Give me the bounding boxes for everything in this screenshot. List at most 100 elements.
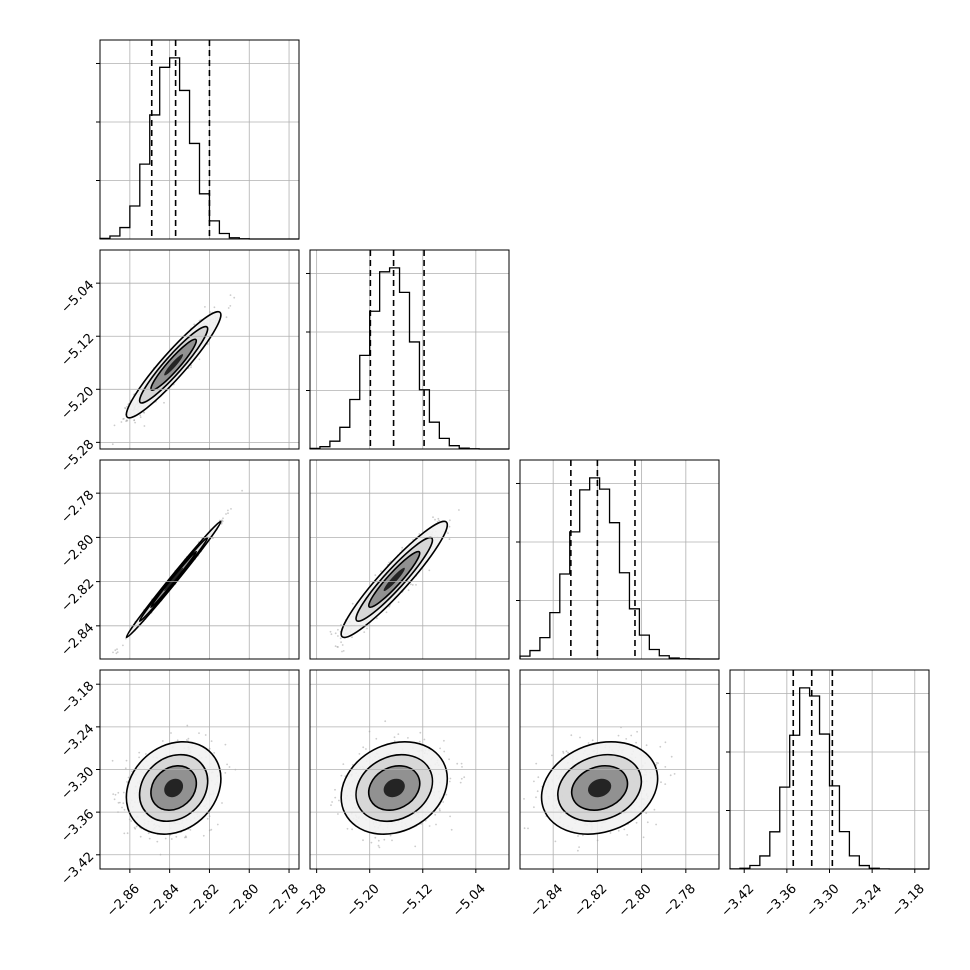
scatter-point <box>210 828 213 831</box>
scatter-point <box>133 419 136 422</box>
panel-frame <box>309 249 510 450</box>
scatter-point <box>229 294 232 296</box>
density-group-3-0 <box>111 724 237 856</box>
scatter-point <box>447 532 449 534</box>
scatter-point <box>221 520 224 523</box>
scatter-point <box>114 649 117 652</box>
scatter-point <box>170 838 173 840</box>
panel-1-1 <box>306 249 510 450</box>
scatter-point <box>458 509 460 511</box>
scatter-point <box>241 489 244 492</box>
ytick-label-2-2: −2.80 <box>59 532 98 571</box>
scatter-point <box>164 837 167 840</box>
scatter-point <box>120 421 123 423</box>
scatter-point <box>233 296 236 299</box>
scatter-point <box>189 829 192 831</box>
scatter-point <box>388 561 390 564</box>
scatter-point <box>139 416 142 419</box>
scatter-point <box>337 646 339 648</box>
scatter-point <box>117 791 120 794</box>
density-group-2-0 <box>112 489 244 655</box>
scatter-point <box>411 584 414 586</box>
scatter-point <box>115 652 118 655</box>
scatter-point <box>185 739 188 741</box>
scatter-point <box>449 519 451 522</box>
scatter-point <box>351 636 353 639</box>
scatter-point <box>415 584 417 586</box>
scatter-point <box>210 740 213 742</box>
scatter-point <box>227 512 229 515</box>
scatter-point <box>117 801 120 804</box>
scatter-point <box>202 834 205 837</box>
panel-2-1 <box>309 459 510 660</box>
scatter-point <box>339 637 342 640</box>
scatter-point <box>228 766 231 768</box>
scatter-point <box>225 513 227 515</box>
scatter-point <box>225 316 228 319</box>
scatter-point <box>198 732 200 734</box>
scatter-point <box>147 832 150 835</box>
panel-1-0: −5.28−5.20−5.12−5.04 <box>59 249 300 476</box>
scatter-point <box>187 737 190 740</box>
scatter-point <box>448 525 451 528</box>
scatter-point <box>230 508 232 510</box>
scatter-point <box>204 734 207 736</box>
scatter-point <box>351 602 354 605</box>
scatter-point <box>186 724 189 727</box>
scatter-point <box>113 424 116 427</box>
scatter-point <box>138 756 141 759</box>
density-group-1-0 <box>111 294 236 446</box>
histogram-2 <box>519 477 720 660</box>
scatter-point <box>126 405 128 408</box>
scatter-point <box>175 835 178 838</box>
scatter-point <box>401 546 404 549</box>
scatter-point <box>438 519 440 522</box>
scatter-point <box>385 611 388 614</box>
scatter-point <box>448 538 451 540</box>
scatter-point <box>124 407 127 410</box>
scatter-point <box>148 837 151 840</box>
scatter-point <box>206 817 209 820</box>
scatter-point <box>125 637 127 640</box>
scatter-point <box>376 617 378 620</box>
scatter-point <box>122 418 124 420</box>
ytick-label-1-1: −5.20 <box>59 384 98 423</box>
panel-0-0 <box>96 39 300 240</box>
scatter-point <box>366 627 368 630</box>
density-peak <box>164 354 184 376</box>
scatter-point <box>116 648 118 651</box>
ytick-label-2-1: −2.82 <box>59 576 98 615</box>
scatter-point <box>130 820 133 822</box>
scatter-point <box>145 753 147 755</box>
scatter-point <box>397 601 400 603</box>
scatter-point <box>337 628 339 631</box>
panel-3-0: −3.42−3.36−3.30−3.24−3.18−2.86 −2.84 −2.82… <box>59 669 302 920</box>
scatter-point <box>139 414 142 417</box>
scatter-point <box>342 650 345 652</box>
scatter-point <box>122 802 125 805</box>
scatter-point <box>213 752 216 754</box>
scatter-point <box>122 791 125 794</box>
scatter-point <box>227 307 230 309</box>
scatter-point <box>407 589 410 592</box>
scatter-point <box>123 808 126 811</box>
scatter-point <box>122 644 124 647</box>
scatter-point <box>213 306 216 309</box>
scatter-point <box>113 798 116 801</box>
scatter-point <box>432 516 434 519</box>
scatter-point <box>125 759 128 762</box>
scatter-point <box>388 605 391 608</box>
scatter-point <box>128 818 131 821</box>
ytick-label-1-0: −5.28 <box>59 437 98 476</box>
scatter-point <box>112 793 115 795</box>
scatter-point <box>341 644 344 646</box>
scatter-point <box>204 306 206 308</box>
scatter-point <box>193 323 196 326</box>
scatter-point <box>329 630 332 633</box>
scatter-point <box>138 751 141 754</box>
scatter-point <box>337 635 339 637</box>
scatter-point <box>334 645 337 647</box>
scatter-point <box>126 832 129 835</box>
density-peak <box>383 567 405 592</box>
